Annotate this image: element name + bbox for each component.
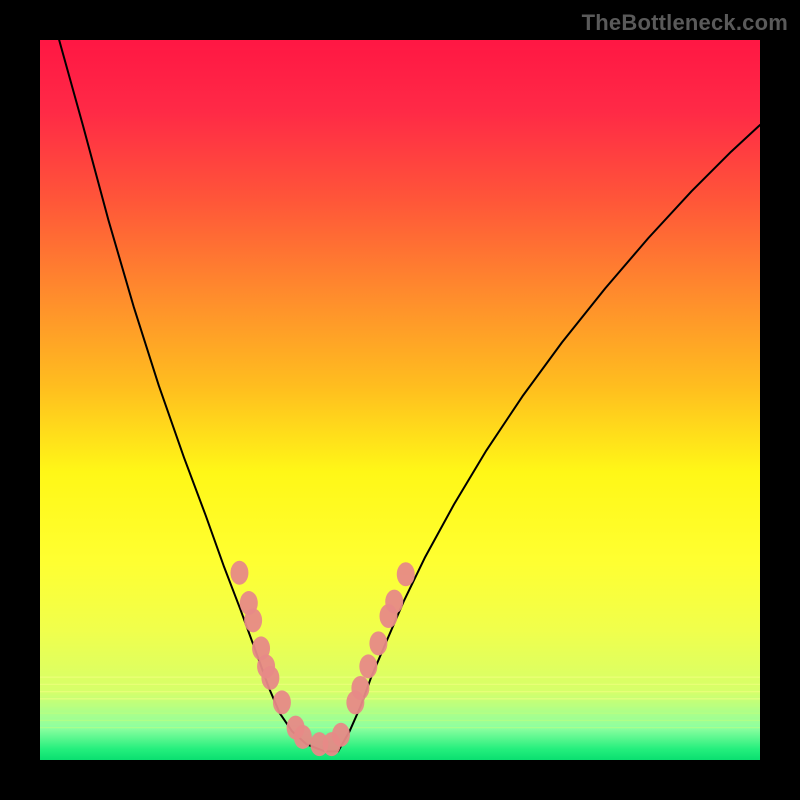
curve-marker bbox=[351, 676, 369, 700]
plot-area bbox=[40, 40, 760, 760]
curve-marker bbox=[359, 654, 377, 678]
curve-marker bbox=[273, 690, 291, 714]
plot-svg bbox=[40, 40, 760, 760]
gradient-bg bbox=[40, 40, 760, 760]
curve-marker bbox=[244, 608, 262, 632]
curve-marker bbox=[369, 631, 387, 655]
curve-marker bbox=[385, 590, 403, 614]
curve-marker bbox=[294, 725, 312, 749]
curve-marker bbox=[397, 562, 415, 586]
watermark-text: TheBottleneck.com bbox=[582, 10, 788, 36]
curve-marker bbox=[230, 561, 248, 585]
curve-marker bbox=[332, 723, 350, 747]
chart-outer: TheBottleneck.com bbox=[0, 0, 800, 800]
curve-marker bbox=[261, 666, 279, 690]
